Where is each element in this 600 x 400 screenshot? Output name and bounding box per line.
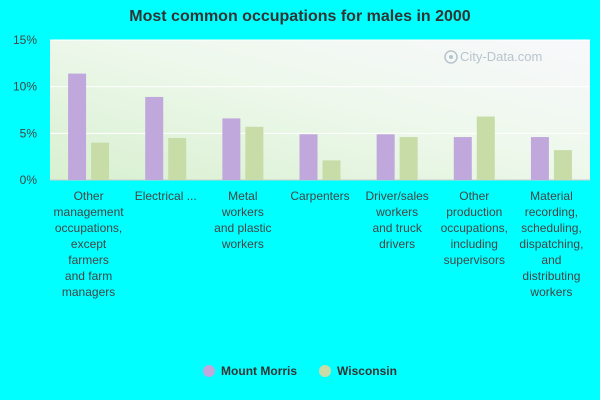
- x-tick-label: Metal workers and plastic workers: [214, 189, 271, 251]
- bar-wisconsin[interactable]: [476, 116, 495, 180]
- legend-item-wisconsin: Wisconsin: [319, 364, 397, 378]
- watermark-text: City-Data.com: [460, 49, 542, 64]
- x-tick-label: Electrical ...: [135, 189, 197, 203]
- legend-swatch-mount-morris: [203, 365, 216, 377]
- x-tick-label: Carpenters: [290, 189, 349, 203]
- bar-mount-morris[interactable]: [453, 137, 472, 180]
- y-tick-label: 0%: [20, 173, 38, 187]
- x-tick-label: Other production occupations, including supe…: [441, 189, 508, 267]
- legend-label-mount-morris: Mount Morris: [221, 364, 298, 378]
- bar-mount-morris[interactable]: [530, 137, 549, 180]
- y-tick-label: 10%: [13, 80, 37, 94]
- bar-mount-morris[interactable]: [68, 73, 87, 180]
- y-tick-label: 5%: [20, 126, 38, 140]
- legend-item-mount-morris: Mount Morris: [203, 364, 297, 378]
- bar-wisconsin[interactable]: [399, 137, 418, 180]
- x-tick-label: Driver/sales workers and truck drivers: [365, 189, 428, 251]
- legend-label-wisconsin: Wisconsin: [337, 364, 397, 378]
- bar-mount-morris[interactable]: [376, 134, 395, 180]
- legend-swatch-wisconsin: [319, 365, 332, 377]
- bar-wisconsin[interactable]: [91, 142, 110, 180]
- bar-wisconsin[interactable]: [168, 138, 187, 180]
- watermark: City-Data.com: [444, 49, 542, 64]
- chart-title: Most common occupations for males in 200…: [129, 8, 471, 25]
- bar-wisconsin[interactable]: [553, 150, 572, 180]
- bar-wisconsin[interactable]: [322, 160, 341, 180]
- legend: Mount Morris Wisconsin: [0, 364, 600, 378]
- y-tick-label: 15%: [13, 33, 37, 47]
- bar-mount-morris[interactable]: [145, 96, 164, 180]
- bar-mount-morris[interactable]: [299, 134, 318, 180]
- bar-mount-morris[interactable]: [222, 118, 241, 180]
- plot-area: [50, 40, 590, 180]
- bar-wisconsin[interactable]: [245, 126, 264, 180]
- x-tick-label: Other management occupations, except farmers…: [54, 189, 125, 299]
- x-tick-label: Material recording, scheduling, dispatching…: [519, 189, 583, 299]
